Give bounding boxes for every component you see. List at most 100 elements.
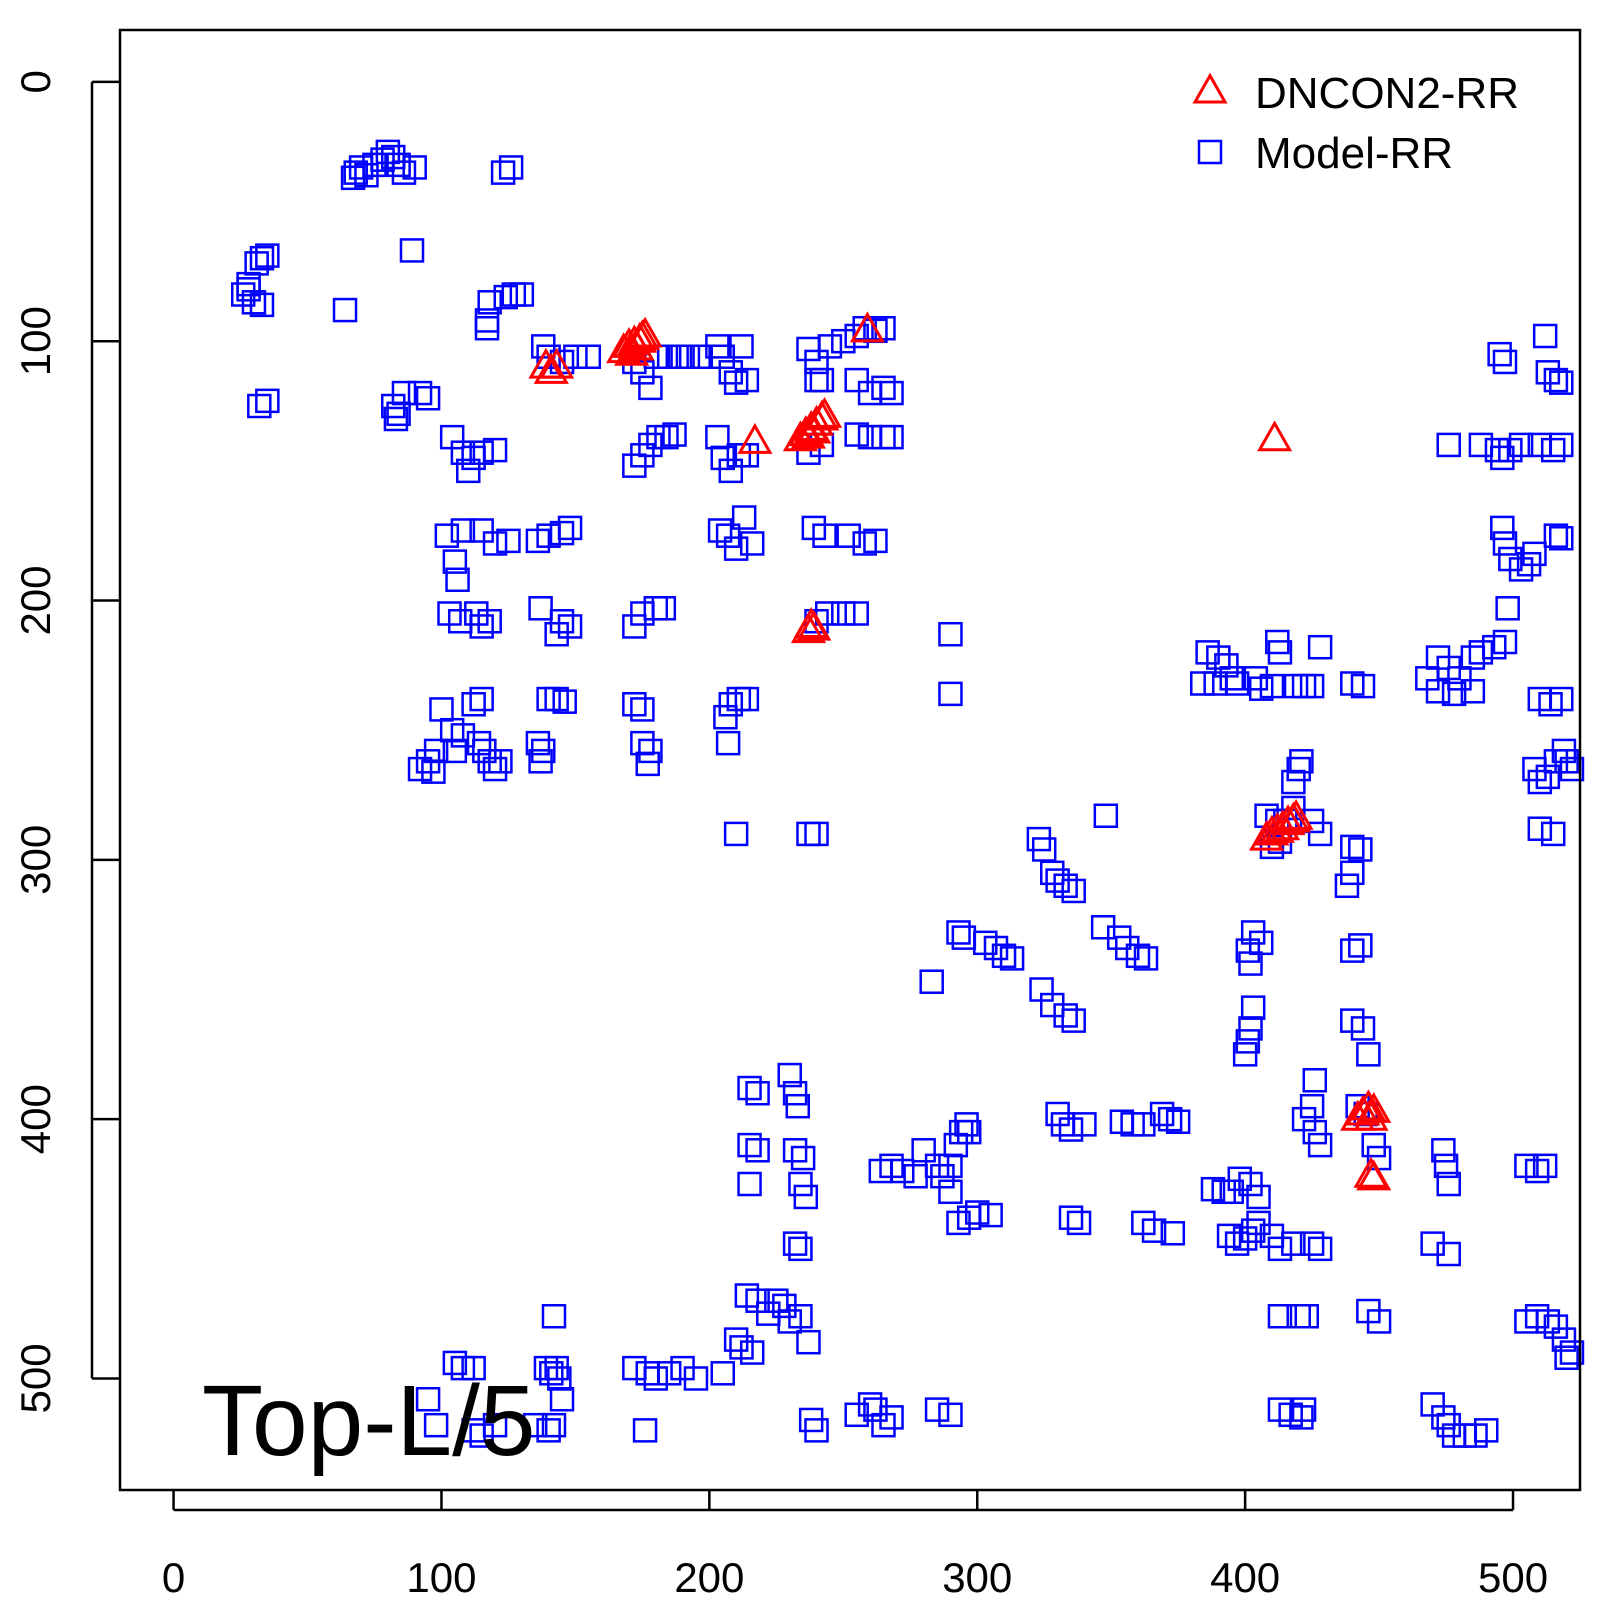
model-rr-point [1238, 951, 1263, 976]
model-rr-point [1490, 515, 1515, 541]
model-rr-point [999, 946, 1025, 971]
model-rr-point [718, 691, 744, 717]
model-rr-point [630, 730, 655, 756]
model-rr-point [718, 458, 744, 484]
y-tick-label: 200 [12, 565, 59, 635]
x-tick-label: 400 [1210, 1554, 1280, 1600]
model-rr-point [1543, 367, 1569, 393]
model-rr-point [421, 759, 446, 784]
y-tick-label: 0 [12, 70, 59, 93]
model-rr-point [919, 969, 944, 994]
dncon2-rr-point [539, 347, 575, 379]
model-rr-point [1125, 943, 1151, 969]
model-rr-point [539, 1361, 564, 1386]
dncon2-rr-point [1345, 1094, 1381, 1126]
model-rr-point [630, 360, 655, 385]
model-rr-point [635, 751, 660, 777]
model-rr-point [544, 621, 569, 647]
model-rr-point [423, 1412, 449, 1438]
model-rr-point [482, 756, 508, 782]
model-rr-point [844, 422, 869, 447]
model-rr-point [1543, 523, 1569, 548]
model-rr-point [643, 1366, 669, 1391]
model-rr-point [1058, 1117, 1084, 1142]
model-rr-point [557, 515, 583, 541]
model-rr-point [1540, 821, 1566, 847]
model-rr-point [249, 292, 275, 318]
dncon2-rr-point [1356, 1159, 1392, 1191]
model-rr-point [734, 367, 760, 393]
model-rr-point [1548, 526, 1574, 551]
model-rr-point [549, 1386, 575, 1412]
model-rr-point [1235, 1029, 1261, 1054]
model-rr-point [1522, 541, 1547, 567]
model-rr-point [723, 1327, 749, 1352]
model-rr-point [654, 424, 679, 450]
model-rr-point [1548, 686, 1574, 712]
model-rr-point [1425, 679, 1451, 704]
legend: DNCON2-RR Model-RR [1192, 69, 1519, 178]
model-rr-point [715, 523, 741, 548]
model-rr-point [1487, 341, 1512, 367]
model-rr-point [461, 691, 486, 717]
model-rr-point [1484, 437, 1510, 463]
model-rr-point [785, 1093, 811, 1119]
model-rr-point [734, 443, 760, 468]
dncon2-rr-point [1257, 420, 1293, 452]
model-rr-point [817, 334, 843, 359]
model-rr-point [541, 1412, 567, 1438]
model-rr-point [1141, 1218, 1167, 1243]
model-rr-point [477, 290, 502, 315]
model-rr-point [871, 1412, 896, 1438]
model-rr-point [563, 344, 588, 369]
x-tick-label: 100 [406, 1554, 476, 1600]
legend-label-model: Model-RR [1255, 129, 1453, 178]
model-rr-point [1149, 1101, 1175, 1127]
x-tick-label: 200 [674, 1554, 744, 1600]
model-rr-point [1492, 531, 1518, 556]
model-rr-point [1302, 1119, 1328, 1145]
model-rr-point [938, 681, 963, 707]
model-rr-point [1535, 764, 1561, 790]
model-rr-point [1294, 1304, 1320, 1329]
model-rr-point [1532, 1153, 1558, 1179]
model-rr-point [493, 284, 519, 310]
dncon2-rr-point [1265, 809, 1301, 841]
model-rr-point [938, 621, 963, 647]
model-rr-point [764, 1288, 789, 1313]
model-rr-point [1340, 938, 1365, 963]
model-rr-point [683, 1366, 709, 1391]
model-rr-point [622, 614, 647, 639]
model-rr-point [793, 1184, 819, 1210]
model-rr-point [1524, 1158, 1550, 1184]
model-rr-point [814, 601, 840, 626]
model-rr-point [522, 1412, 548, 1438]
x-tick-label: 500 [1478, 1554, 1548, 1600]
x-tick-label: 0 [162, 1554, 185, 1600]
model-rr-point [739, 1340, 765, 1365]
model-rr-point [1340, 860, 1365, 886]
dncon2-rr-point [619, 329, 655, 361]
model-rr-point [1058, 1205, 1084, 1230]
dncon2-rr-point [611, 326, 647, 358]
model-rr-point [469, 614, 494, 639]
dncon2-rr-point [790, 417, 827, 449]
model-rr-point [622, 691, 647, 717]
model-rr-point [482, 531, 508, 556]
model-rr-point [445, 567, 470, 593]
model-rr-point [788, 1304, 813, 1329]
model-rr-point [1206, 645, 1231, 670]
model-rr-point [536, 1418, 561, 1443]
model-rr-point [857, 1392, 883, 1417]
model-rr-point [723, 821, 749, 847]
model-rr-point [1307, 821, 1333, 847]
model-rr-point [1267, 1304, 1293, 1329]
model-rr-point [415, 385, 441, 411]
model-rr-point [450, 518, 476, 543]
dncon2-rr-point [782, 420, 819, 452]
model-rr-point [1061, 878, 1086, 904]
dncon2-rr-point [849, 311, 885, 343]
model-rr-point [1246, 1184, 1271, 1210]
model-rr-point [525, 730, 551, 756]
model-rr-point [1299, 1231, 1325, 1256]
